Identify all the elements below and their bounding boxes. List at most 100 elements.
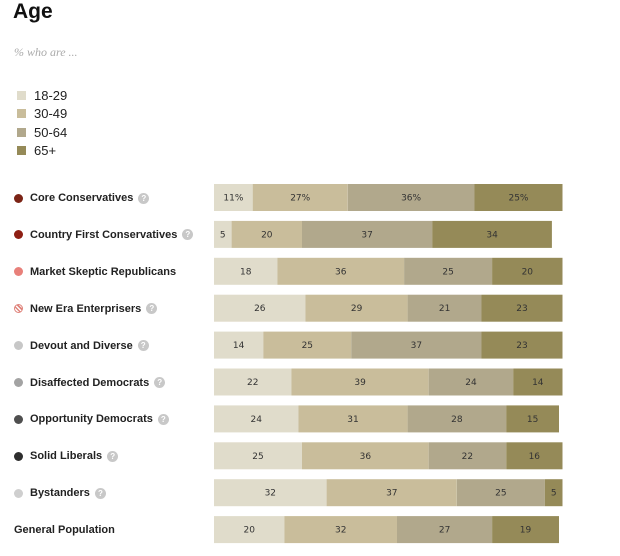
legend-swatch xyxy=(17,127,26,137)
row-label-text: Bystanders xyxy=(30,487,90,500)
bar-segment xyxy=(214,368,292,396)
help-icon[interactable]: ? xyxy=(146,303,158,315)
bar-value-label: 15 xyxy=(527,415,538,425)
bar-value-label: 19 xyxy=(520,526,532,536)
bar-value-label: 26 xyxy=(254,304,266,314)
bar-value-label: 22 xyxy=(462,452,473,462)
row-label: Devout and Diverse? xyxy=(14,331,149,361)
bar-value-label: 24 xyxy=(465,378,477,388)
bar-segment xyxy=(284,516,397,544)
help-icon[interactable]: ? xyxy=(107,450,119,462)
bar-value-label: 14 xyxy=(532,378,544,388)
help-icon[interactable]: ? xyxy=(137,340,149,352)
bar-segment xyxy=(481,331,563,359)
bar-value-label: 37 xyxy=(386,489,397,499)
bar-value-label: 37 xyxy=(411,341,422,351)
row-label-text: Opportunity Democrats xyxy=(30,413,153,426)
bar-segment xyxy=(474,184,563,211)
help-icon[interactable]: ? xyxy=(157,413,169,425)
legend-item: 18-29 xyxy=(17,86,67,105)
row-label-text: Country First Conservatives xyxy=(30,228,178,241)
bar-segment xyxy=(263,331,352,359)
bar-segment xyxy=(456,479,545,507)
group-dot-icon xyxy=(14,378,23,387)
bar-value-label: 5 xyxy=(551,489,557,499)
row-label-text: General Population xyxy=(14,524,115,537)
bar-segment xyxy=(481,294,563,322)
row-label: Market Skeptic Republicans xyxy=(14,257,176,287)
bar-segment xyxy=(506,442,563,470)
row-label: Bystanders? xyxy=(14,478,106,508)
bar-value-label: 25 xyxy=(442,267,453,277)
legend-label: 30-49 xyxy=(34,106,68,122)
bar-value-label: 25% xyxy=(508,194,528,204)
legend-label: 18-29 xyxy=(34,87,68,103)
chart-title: Age xyxy=(13,0,53,23)
row-label-text: Market Skeptic Republicans xyxy=(30,265,177,278)
bar-segment xyxy=(544,479,563,507)
bar-segment xyxy=(513,368,563,396)
row-label: General Population xyxy=(14,515,115,545)
help-icon[interactable]: ? xyxy=(182,229,194,241)
group-dot-icon xyxy=(14,230,23,240)
bar-segment xyxy=(214,184,253,211)
bar-value-label: 36 xyxy=(335,267,347,277)
row-label: Opportunity Democrats? xyxy=(14,404,169,434)
bar-value-label: 5 xyxy=(220,230,226,240)
bar-value-label: 21 xyxy=(439,304,450,314)
help-icon[interactable]: ? xyxy=(94,487,106,499)
bar-segment xyxy=(231,220,302,248)
bar-value-label: 16 xyxy=(529,452,541,462)
bar-segment xyxy=(302,442,429,470)
row-label: Country First Conservatives? xyxy=(14,220,194,250)
group-dot-icon xyxy=(14,488,23,498)
bar-value-label: 18 xyxy=(240,267,252,277)
legend-label: 50-64 xyxy=(34,124,68,140)
bar-value-label: 25 xyxy=(495,489,506,499)
bar-value-label: 25 xyxy=(302,341,313,351)
bar-value-label: 36% xyxy=(401,194,421,204)
group-dot-icon xyxy=(14,451,23,461)
bar-segment xyxy=(214,405,299,433)
row-label: Core Conservatives? xyxy=(14,183,150,213)
bar-segment xyxy=(404,257,493,285)
bar-segment xyxy=(291,368,429,396)
help-icon[interactable]: ? xyxy=(154,377,166,388)
bar-value-label: 23 xyxy=(516,341,527,351)
bar-segment xyxy=(492,516,559,544)
bar-value-label: 20 xyxy=(261,230,273,240)
row-label: Solid Liberals? xyxy=(14,441,119,471)
bar-segment xyxy=(432,220,552,248)
bar-segment xyxy=(428,442,507,470)
legend-item: 50-64 xyxy=(17,123,67,142)
bar-segment xyxy=(397,516,492,544)
bar-segment xyxy=(506,405,559,433)
legend-label: 65+ xyxy=(34,143,57,159)
bar-value-label: 29 xyxy=(351,304,363,314)
chart-subtitle: % who are ... xyxy=(14,45,78,59)
bar-value-label: 27% xyxy=(290,194,310,204)
group-dot-icon xyxy=(14,267,23,277)
bar-value-label: 32 xyxy=(265,489,276,499)
bar-segment xyxy=(305,294,408,322)
row-label-text: Devout and Diverse xyxy=(30,339,133,352)
bar-segment xyxy=(214,257,278,285)
bar-segment xyxy=(252,184,348,211)
bar-value-label: 36 xyxy=(360,452,372,462)
bar-value-label: 11% xyxy=(223,194,243,204)
bar-value-label: 25 xyxy=(252,452,263,462)
bar-segment xyxy=(492,257,563,285)
bar-value-label: 37 xyxy=(361,230,372,240)
legend-item: 30-49 xyxy=(17,105,67,124)
help-icon[interactable]: ? xyxy=(138,192,150,204)
group-dot-icon xyxy=(14,304,23,314)
bar-value-label: 32 xyxy=(335,526,346,536)
bar-value-label: 24 xyxy=(250,415,262,425)
legend-item: 65+ xyxy=(17,142,67,161)
bar-segment xyxy=(302,220,433,248)
group-dot-icon xyxy=(14,193,23,203)
bar-segment xyxy=(214,479,327,507)
legend: 18-29 30-49 50-64 65+ xyxy=(17,86,67,160)
row-label-text: Core Conservatives xyxy=(30,192,134,204)
